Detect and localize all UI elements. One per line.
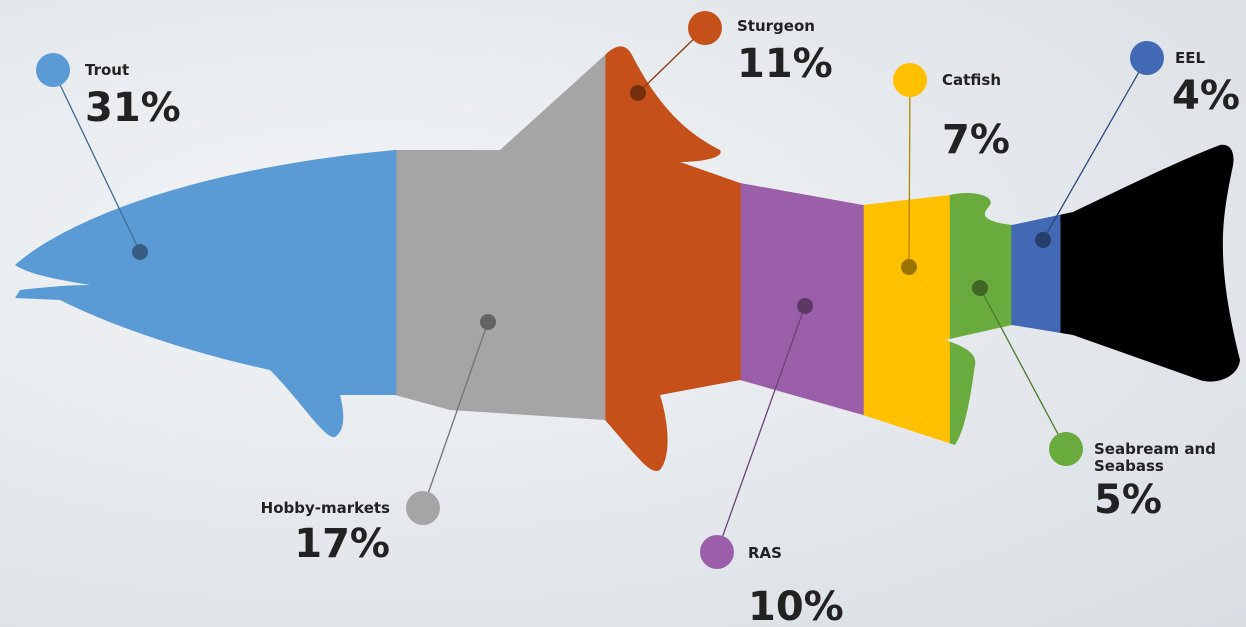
segment-dot [480, 314, 496, 330]
legend-marker [1049, 432, 1083, 466]
category-label: Trout [85, 61, 130, 79]
legend-marker [406, 491, 440, 525]
value-label: 4% [1172, 73, 1240, 119]
value-label: 7% [942, 117, 1010, 163]
legend-marker [688, 11, 722, 45]
fish-segment [949, 46, 1012, 471]
leaders [36, 11, 1164, 569]
category-label: Seabream and Seabass [1094, 440, 1216, 475]
category-label: Hobby-markets [260, 499, 390, 517]
leader-line [52, 69, 141, 253]
fish-segment [396, 46, 606, 471]
segment-dot [132, 244, 148, 260]
segment-dot [972, 280, 988, 296]
leader-line [716, 305, 806, 553]
value-label: 5% [1094, 477, 1162, 523]
value-label: 31% [85, 85, 181, 131]
legend-marker [700, 535, 734, 569]
value-label: 17% [294, 521, 390, 567]
fish-segment [1011, 46, 1061, 471]
leader-line [908, 79, 911, 268]
category-label: RAS [748, 544, 782, 562]
legend-marker [893, 63, 927, 97]
leader-line [979, 287, 1067, 450]
segment-dot [797, 298, 813, 314]
value-label: 10% [748, 584, 844, 627]
value-label: 11% [737, 41, 833, 87]
leader-line [1042, 57, 1148, 241]
leader-line [422, 321, 489, 509]
legend-marker [1130, 41, 1164, 75]
category-label: Catfish [942, 71, 1002, 89]
category-label: Sturgeon [737, 17, 815, 35]
segment-dot [1035, 232, 1051, 248]
category-label: EEL [1175, 49, 1206, 67]
legend-marker [36, 53, 70, 87]
fish-segment [605, 46, 742, 471]
segment-dot [630, 85, 646, 101]
segment-dot [901, 259, 917, 275]
